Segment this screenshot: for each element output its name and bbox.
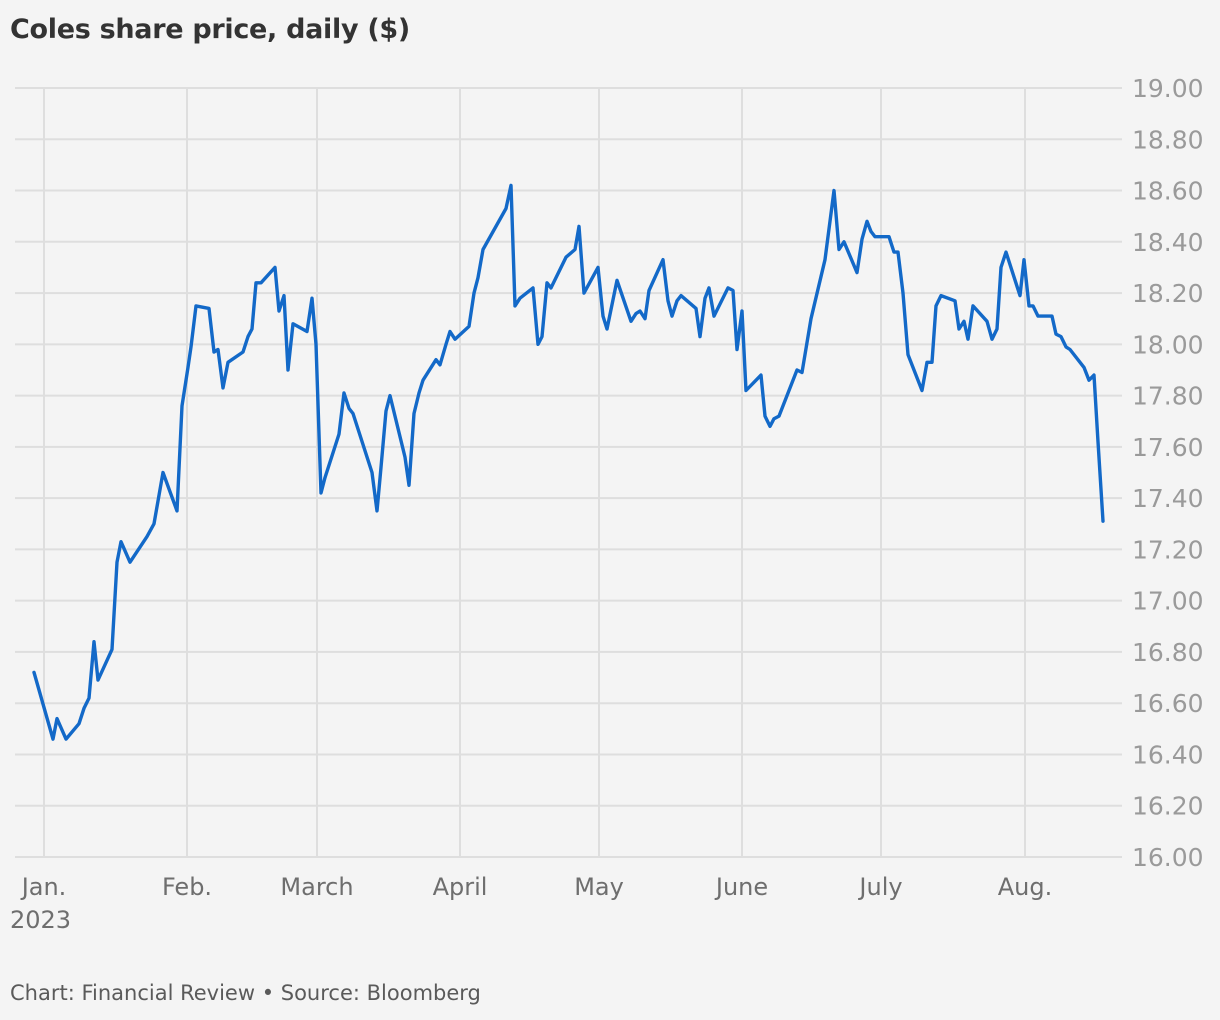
y-tick-label: 16.60 — [1132, 689, 1204, 718]
chart-title: Coles share price, daily ($) — [10, 14, 410, 45]
y-tick-label: 18.80 — [1132, 125, 1204, 154]
x-tick-label: May — [574, 873, 624, 901]
y-tick-label: 17.40 — [1132, 484, 1204, 513]
y-tick-label: 19.00 — [1132, 74, 1204, 103]
y-tick-label: 17.00 — [1132, 587, 1204, 616]
x-tick-label: Jan. — [20, 873, 67, 901]
y-tick-label: 18.40 — [1132, 228, 1204, 257]
y-tick-label: 16.80 — [1132, 638, 1204, 667]
x-axis-tick-labels: Jan. 2023 Feb. March April May June July Aug. — [10, 873, 1052, 934]
x-tick-label: June — [714, 873, 768, 901]
y-tick-label: 16.20 — [1132, 792, 1204, 821]
x-tick-year-label: 2023 — [10, 906, 71, 934]
y-tick-label: 17.80 — [1132, 382, 1204, 411]
y-tick-label: 16.00 — [1132, 843, 1204, 872]
y-tick-label: 18.60 — [1132, 177, 1204, 206]
x-tick-label: Feb. — [162, 873, 212, 901]
share-price-line — [32, 183, 1105, 741]
y-tick-label: 18.20 — [1132, 279, 1204, 308]
y-tick-label: 17.60 — [1132, 433, 1204, 462]
line-chart: 19.00 18.80 18.60 18.40 18.20 18.00 17.80 17.60… — [10, 74, 1204, 934]
y-tick-label: 17.20 — [1132, 535, 1204, 564]
chart-source-credit: Chart: Financial Review • Source: Bloomb… — [10, 981, 481, 1005]
y-axis-tick-labels: 19.00 18.80 18.60 18.40 18.20 18.00 17.80 17.60… — [1132, 74, 1204, 872]
y-tick-label: 18.00 — [1132, 330, 1204, 359]
y-tick-label: 16.40 — [1132, 740, 1204, 769]
x-tick-label: April — [433, 873, 488, 901]
x-tick-label: July — [857, 873, 902, 901]
x-tick-label: Aug. — [998, 873, 1053, 901]
x-tick-label: March — [280, 873, 353, 901]
horizontal-gridlines — [15, 87, 1122, 858]
vertical-gridlines — [43, 88, 1026, 857]
